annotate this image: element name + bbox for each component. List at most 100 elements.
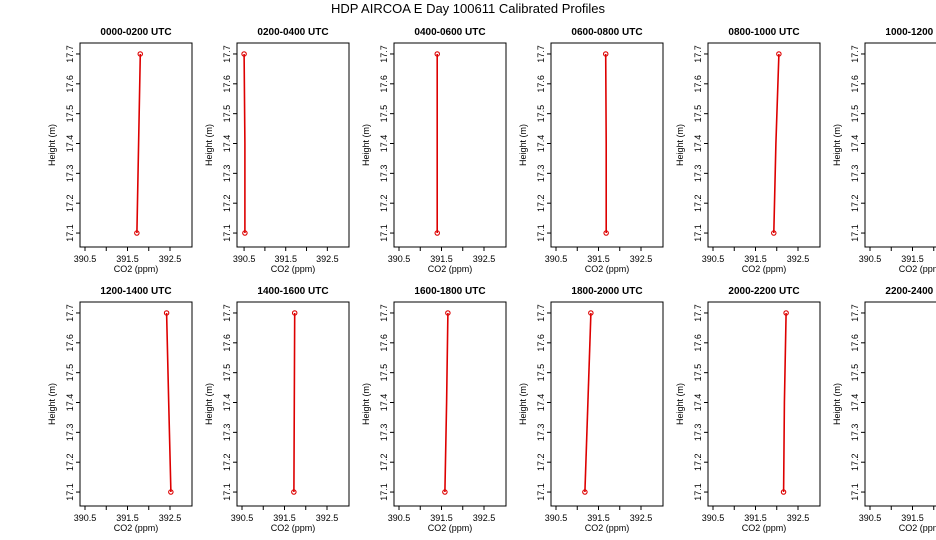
profile-line	[136, 53, 142, 234]
panel-title: 1400-1600 UTC	[257, 286, 328, 297]
y-tick-label: 17.6	[693, 75, 703, 93]
y-tick-label: 17.2	[379, 453, 389, 471]
y-tick-label: 17.5	[379, 105, 389, 123]
plot-frame	[550, 301, 664, 507]
y-tick-label: 17.1	[536, 483, 546, 501]
x-axis-label: CO2 (ppm)	[585, 264, 630, 274]
y-tick-label: 17.3	[693, 165, 703, 183]
data-point-marker	[137, 51, 144, 57]
y-tick-label: 17.4	[693, 394, 703, 412]
x-tick-label: 390.5	[545, 513, 568, 523]
y-tick-label: 17.2	[850, 194, 860, 212]
x-tick-label: 392.5	[159, 513, 182, 523]
x-axis-label: CO2 (ppm)	[742, 264, 787, 274]
y-axis-label: Height (m)	[518, 124, 528, 166]
panel-title: 1600-1800 UTC	[414, 286, 485, 297]
x-tick-label: 390.5	[74, 254, 97, 264]
x-tick-label: 391.5	[744, 254, 767, 264]
x-tick-label: 392.5	[316, 513, 339, 523]
data-point-marker	[783, 310, 789, 316]
plot-frame	[707, 301, 821, 507]
y-tick-label: 17.2	[693, 453, 703, 471]
y-tick-label: 17.3	[379, 424, 389, 442]
figure-title: HDP AIRCOA E Day 100611 Calibrated Profi…	[330, 1, 606, 16]
y-tick-label: 17.2	[222, 194, 232, 212]
data-point-marker	[168, 489, 174, 495]
panel-title: 2000-2200 UTC	[728, 286, 799, 297]
y-tick-label: 17.7	[693, 45, 703, 63]
y-tick-label: 17.1	[222, 483, 232, 501]
x-tick-label: 392.5	[630, 513, 653, 523]
y-tick-label: 17.2	[693, 194, 703, 212]
y-tick-label: 17.3	[536, 165, 546, 183]
x-tick-label: 391.5	[901, 254, 924, 264]
panel-title: 2200-2400 UTC	[885, 286, 936, 297]
y-tick-label: 17.7	[850, 45, 860, 63]
y-tick-label: 17.6	[693, 334, 703, 352]
x-tick-label: 391.5	[430, 254, 453, 264]
data-point-marker	[602, 51, 609, 57]
panel-title: 1000-1200 UTC	[885, 27, 936, 38]
x-tick-label: 392.5	[473, 254, 496, 264]
y-tick-label: 17.7	[536, 304, 546, 322]
y-tick-label: 17.6	[222, 75, 232, 93]
y-axis-label: Height (m)	[675, 383, 685, 425]
y-tick-label: 17.6	[536, 334, 546, 352]
y-tick-label: 17.6	[379, 334, 389, 352]
y-tick-label: 17.3	[693, 424, 703, 442]
y-tick-label: 17.4	[65, 135, 75, 153]
data-point-marker	[163, 310, 170, 316]
profile-line	[782, 312, 787, 493]
y-tick-label: 17.1	[222, 224, 232, 242]
profile-line	[773, 53, 780, 234]
x-tick-label: 391.5	[744, 513, 767, 523]
y-axis-label: Height (m)	[518, 383, 528, 425]
y-tick-label: 17.1	[693, 224, 703, 242]
x-axis-label: CO2 (ppm)	[899, 523, 936, 533]
plot-frame	[707, 42, 821, 248]
x-tick-label: 392.5	[787, 513, 810, 523]
y-tick-label: 17.7	[850, 304, 860, 322]
data-point-marker	[134, 230, 140, 236]
y-tick-label: 17.3	[379, 165, 389, 183]
panel-title: 0000-0200 UTC	[100, 27, 171, 38]
x-axis-label: CO2 (ppm)	[271, 264, 316, 274]
y-tick-label: 17.1	[379, 483, 389, 501]
y-tick-label: 17.5	[222, 364, 232, 382]
x-tick-label: 391.5	[587, 513, 610, 523]
y-tick-label: 17.4	[222, 394, 232, 412]
x-tick-label: 390.5	[388, 254, 411, 264]
x-axis-label: CO2 (ppm)	[742, 523, 787, 533]
panel-title: 0200-0400 UTC	[257, 27, 328, 38]
x-tick-label: 392.5	[159, 254, 182, 264]
plot-frame	[79, 301, 193, 507]
y-tick-label: 17.7	[693, 304, 703, 322]
y-tick-label: 17.7	[222, 45, 232, 63]
data-point-marker	[445, 310, 451, 316]
plot-frame	[550, 42, 664, 248]
y-tick-label: 17.3	[222, 424, 232, 442]
y-tick-label: 17.4	[379, 394, 389, 412]
y-tick-label: 17.4	[693, 135, 703, 153]
plot-frame	[79, 42, 193, 248]
y-tick-label: 17.4	[850, 135, 860, 153]
x-tick-label: 391.5	[274, 254, 297, 264]
profile-line	[165, 312, 172, 493]
data-point-marker	[291, 489, 297, 495]
y-axis-label: Height (m)	[204, 124, 214, 166]
y-tick-label: 17.2	[536, 194, 546, 212]
x-tick-label: 392.5	[630, 254, 653, 264]
y-tick-label: 17.3	[65, 424, 75, 442]
plot-frame	[393, 301, 507, 507]
y-tick-label: 17.1	[65, 483, 75, 501]
y-axis-label: Height (m)	[47, 383, 57, 425]
y-tick-label: 17.6	[379, 75, 389, 93]
plot-frame	[236, 42, 350, 248]
x-axis-label: CO2 (ppm)	[428, 523, 473, 533]
x-tick-label: 390.5	[859, 254, 882, 264]
panel-title: 0400-0600 UTC	[414, 27, 485, 38]
x-tick-label: 391.5	[116, 254, 139, 264]
y-tick-label: 17.6	[850, 75, 860, 93]
profile-line	[584, 312, 592, 493]
y-tick-label: 17.2	[65, 194, 75, 212]
